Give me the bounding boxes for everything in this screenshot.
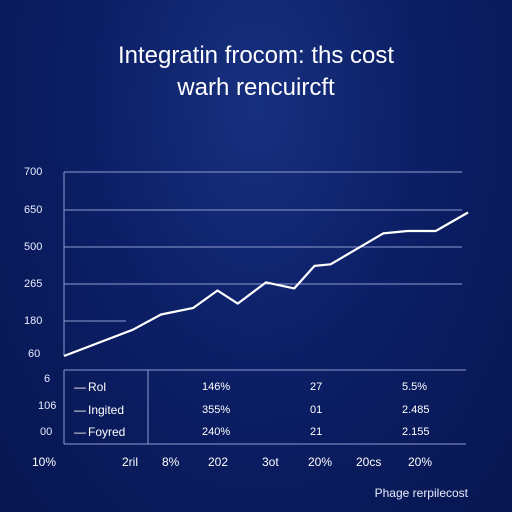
y-tick-label: 500 xyxy=(24,241,43,253)
table-left-label: 6 xyxy=(44,373,51,385)
row-marker: — xyxy=(74,425,86,439)
x-tick-label: 202 xyxy=(208,455,229,469)
table-row-label: Ingited xyxy=(88,403,125,417)
y-tick-label: 650 xyxy=(24,204,43,216)
chart-title: Integratin frocom: ths cost warh rencuir… xyxy=(0,40,512,104)
x-tick-label: 3ot xyxy=(262,455,279,469)
x-tick-label: 10% xyxy=(32,455,57,469)
table-cell: 2.485 xyxy=(402,404,430,416)
table-cell: 240% xyxy=(202,426,231,438)
data-table-frame xyxy=(63,369,466,445)
table-cell: 5.5% xyxy=(402,381,428,393)
table-left-label: 106 xyxy=(38,400,57,412)
table-cell: 27 xyxy=(310,381,323,393)
table-cell: 2.155 xyxy=(402,426,430,438)
table-cell: 355% xyxy=(202,404,231,416)
gridlines xyxy=(64,171,462,322)
x-tick-label: 20cs xyxy=(356,455,382,469)
table-cell: 01 xyxy=(310,404,323,416)
table-row-label: Rol xyxy=(88,380,107,394)
x-tick-label: 8% xyxy=(162,455,180,469)
y-tick-label: 180 xyxy=(24,315,43,327)
row-marker: — xyxy=(74,403,86,417)
series-line xyxy=(63,211,469,358)
table-row-label: Foyred xyxy=(88,425,126,439)
x-tick-label: 20% xyxy=(408,455,433,469)
x-tick-label: 20% xyxy=(308,455,333,469)
y-tick-label: 265 xyxy=(24,278,43,290)
chart-title-line-2: warh rencuircft xyxy=(177,74,335,101)
footer-note: Phage rerpilecost xyxy=(374,486,468,500)
table-cell: 146% xyxy=(202,381,231,393)
chart-title-line-1: Integratin frocom: ths cost xyxy=(117,42,395,69)
table-left-label: 00 xyxy=(40,426,53,438)
y-tick-label: 700 xyxy=(24,166,43,178)
y-tick-label: 60 xyxy=(28,348,41,360)
table-cell: 21 xyxy=(310,426,323,438)
row-marker: — xyxy=(74,380,86,394)
x-tick-label: 2ril xyxy=(122,455,139,469)
